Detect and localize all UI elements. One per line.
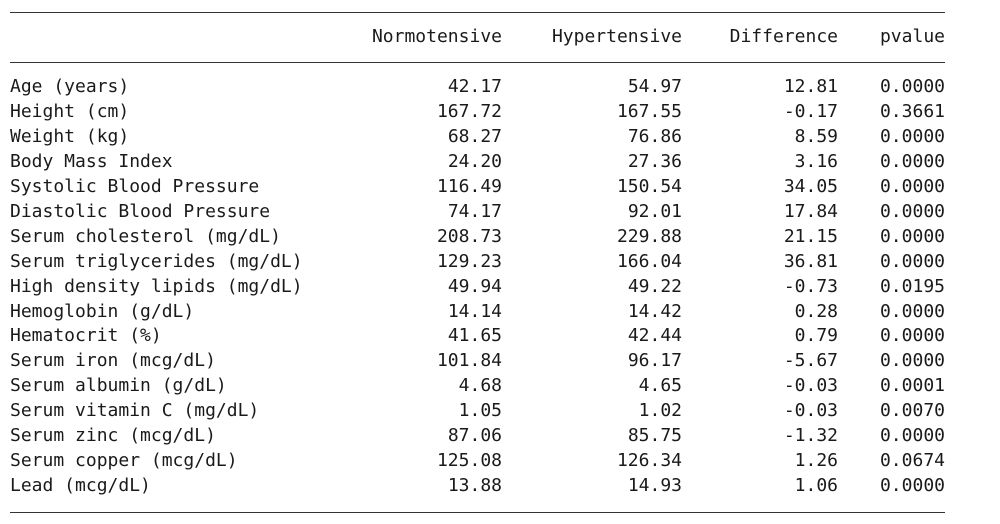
- cell-normotensive: 42.17: [447, 76, 502, 97]
- header-pvalue: pvalue: [879, 26, 945, 47]
- cell-pvalue: 0.0000: [879, 150, 945, 172]
- cell-hypertensive: 85.75: [627, 425, 682, 447]
- cell-difference: -0.03: [783, 375, 838, 397]
- cell-difference: -5.67: [783, 350, 838, 372]
- table-header-rule: [10, 62, 945, 63]
- row-label: Age (years): [10, 76, 130, 97]
- cell-normotensive: 41.65: [447, 325, 502, 347]
- row-label: Lead (mcg/dL): [10, 475, 151, 496]
- cell-difference: -0.03: [783, 400, 838, 422]
- row-label: Serum albumin (g/dL): [10, 375, 227, 397]
- cell-normotensive: 13.88: [447, 475, 502, 496]
- cell-pvalue: 0.0000: [879, 425, 945, 447]
- cell-pvalue: 0.3661: [879, 100, 945, 122]
- row-label: Serum iron (mcg/dL): [10, 350, 216, 372]
- row-label: Serum zinc (mcg/dL): [10, 425, 216, 447]
- cell-hypertensive: 92.01: [627, 200, 682, 222]
- table-top-rule: [10, 12, 945, 13]
- header-difference: Difference: [729, 26, 838, 47]
- cell-normotensive: 4.68: [458, 375, 502, 397]
- cell-normotensive: 208.73: [436, 225, 502, 247]
- cell-hypertensive: 76.86: [627, 125, 682, 147]
- row-label: Hemoglobin (g/dL): [10, 300, 195, 322]
- cell-pvalue: 0.0000: [879, 325, 945, 347]
- row-label: Body Mass Index: [10, 150, 173, 172]
- cell-difference: 3.16: [794, 150, 838, 172]
- cell-difference: -1.32: [783, 425, 838, 447]
- cell-hypertensive: 167.55: [616, 100, 682, 122]
- cell-pvalue: 0.0001: [879, 375, 945, 397]
- cell-hypertensive: 166.04: [616, 250, 682, 272]
- row-label: High density lipids (mg/dL): [10, 275, 303, 297]
- cell-hypertensive: 96.17: [627, 350, 682, 372]
- cell-pvalue: 0.0000: [879, 175, 945, 197]
- cell-normotensive: 68.27: [447, 125, 502, 147]
- row-label: Diastolic Blood Pressure: [10, 200, 271, 222]
- row-label: Hematocrit (%): [10, 325, 162, 347]
- cell-pvalue: 0.0000: [879, 125, 945, 147]
- cell-difference: 1.06: [794, 475, 838, 496]
- cell-normotensive: 167.72: [436, 100, 502, 122]
- cell-normotensive: 74.17: [447, 200, 502, 222]
- cell-normotensive: 14.14: [447, 300, 502, 322]
- cell-difference: 1.26: [794, 450, 838, 472]
- cell-hypertensive: 49.22: [627, 275, 682, 297]
- cell-pvalue: 0.0000: [879, 350, 945, 372]
- cell-difference: -0.73: [783, 275, 838, 297]
- cell-difference: 12.81: [783, 76, 838, 97]
- cell-normotensive: 1.05: [458, 400, 502, 422]
- cell-hypertensive: 14.93: [627, 475, 682, 496]
- cell-pvalue: 0.0000: [879, 475, 945, 496]
- cell-normotensive: 125.08: [436, 450, 502, 472]
- cell-pvalue: 0.0000: [879, 300, 945, 322]
- row-label: Height (cm): [10, 100, 130, 122]
- cell-difference: 34.05: [783, 175, 838, 197]
- cell-hypertensive: 54.97: [627, 76, 682, 97]
- cell-difference: -0.17: [783, 100, 838, 122]
- cell-pvalue: 0.0195: [879, 275, 945, 297]
- cell-hypertensive: 1.02: [638, 400, 682, 422]
- cell-difference: 8.59: [794, 125, 838, 147]
- row-label: Serum cholesterol (mg/dL): [10, 225, 281, 247]
- cell-normotensive: 87.06: [447, 425, 502, 447]
- cell-pvalue: 0.0000: [879, 225, 945, 247]
- row-label: Serum triglycerides (mg/dL): [10, 250, 303, 272]
- row-label: Serum copper (mcg/dL): [10, 450, 238, 472]
- row-label: Serum vitamin C (mg/dL): [10, 400, 260, 422]
- cell-difference: 17.84: [783, 200, 838, 222]
- table-bottom-rule: [10, 512, 945, 513]
- cell-hypertensive: 14.42: [627, 300, 682, 322]
- cell-normotensive: 24.20: [447, 150, 502, 172]
- cell-hypertensive: 42.44: [627, 325, 682, 347]
- cell-pvalue: 0.0000: [879, 200, 945, 222]
- cell-difference: 21.15: [783, 225, 838, 247]
- header-hypertensive: Hypertensive: [551, 26, 682, 47]
- cell-difference: 36.81: [783, 250, 838, 272]
- cell-pvalue: 0.0000: [879, 76, 945, 97]
- cell-normotensive: 116.49: [436, 175, 502, 197]
- cell-pvalue: 0.0000: [879, 250, 945, 272]
- cell-difference: 0.28: [794, 300, 838, 322]
- cell-hypertensive: 27.36: [627, 150, 682, 172]
- cell-hypertensive: 150.54: [616, 175, 682, 197]
- cell-pvalue: 0.0674: [879, 450, 945, 472]
- row-label: Weight (kg): [10, 125, 130, 147]
- row-label: Systolic Blood Pressure: [10, 175, 260, 197]
- header-normotensive: Normotensive: [371, 26, 502, 47]
- cell-difference: 0.79: [794, 325, 838, 347]
- cell-normotensive: 49.94: [447, 275, 502, 297]
- cell-hypertensive: 4.65: [638, 375, 682, 397]
- cell-normotensive: 101.84: [436, 350, 502, 372]
- cell-hypertensive: 126.34: [616, 450, 682, 472]
- cell-pvalue: 0.0070: [879, 400, 945, 422]
- cell-hypertensive: 229.88: [616, 225, 682, 247]
- cell-normotensive: 129.23: [436, 250, 502, 272]
